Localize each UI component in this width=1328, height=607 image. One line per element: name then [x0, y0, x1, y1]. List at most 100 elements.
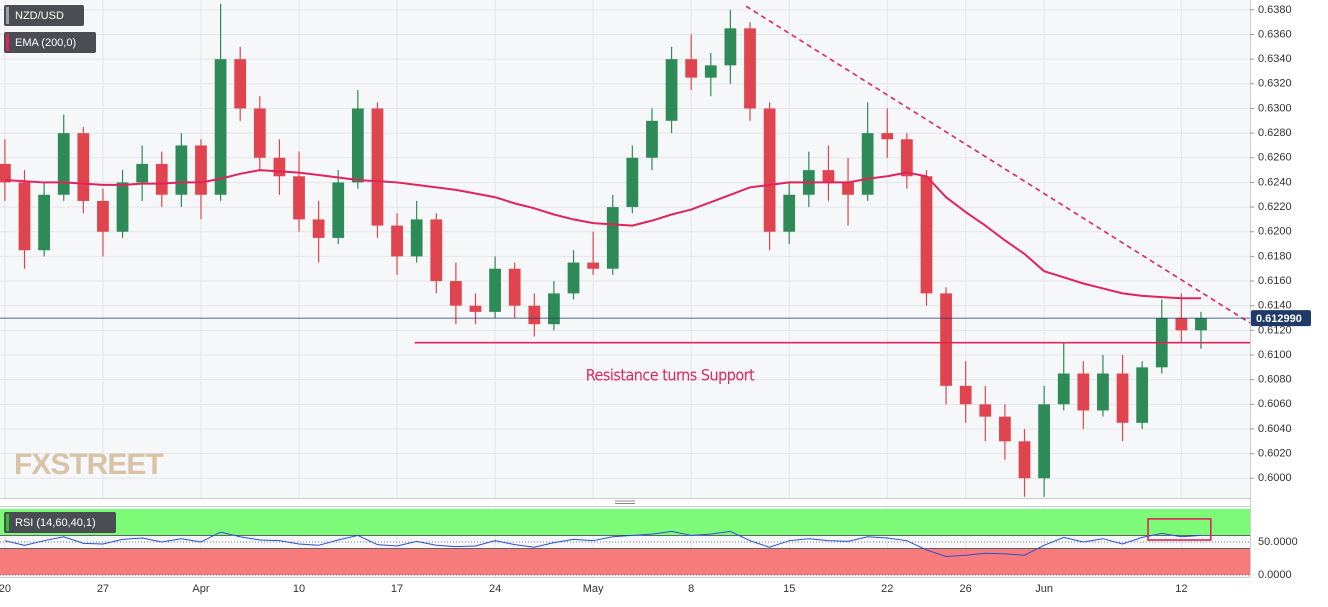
y-tick-label: 0.6200: [1258, 226, 1292, 238]
candle-body: [940, 293, 952, 386]
legend-label: EMA (200,0): [15, 37, 76, 49]
candle-body: [861, 133, 874, 195]
candle-body: [57, 133, 70, 195]
y-tick-label: 0.6320: [1258, 78, 1292, 90]
y-tick-label: 0.6300: [1258, 102, 1292, 114]
legend-box: [4, 5, 84, 26]
x-tick-label: 24: [489, 583, 501, 595]
y-tick-label: 50.0000: [1258, 536, 1298, 548]
candle-body: [822, 170, 835, 183]
legend-ema[interactable]: EMA (200,0): [4, 32, 96, 53]
y-tick-label: 0.6360: [1258, 28, 1292, 40]
candle-body: [508, 268, 521, 306]
candle-body: [97, 200, 109, 232]
x-tick-label: 20: [0, 583, 11, 595]
candle-body: [685, 59, 698, 78]
candle-body: [548, 293, 560, 325]
candle-body: [234, 59, 247, 109]
y-tick-label: 0.6160: [1258, 275, 1292, 287]
candle-body: [724, 28, 737, 66]
x-tick-label: Jun: [1035, 583, 1053, 595]
candle-body: [1038, 404, 1050, 479]
candle-body: [410, 219, 423, 257]
y-tick-label: 0.6060: [1258, 398, 1292, 410]
legend-rsi[interactable]: RSI (14,60,40,1): [4, 512, 116, 533]
candle-body: [587, 262, 600, 269]
y-tick-label: 0.6180: [1258, 250, 1292, 262]
candle-body: [900, 139, 913, 177]
candle-body: [391, 225, 403, 257]
x-tick-label: 10: [293, 583, 305, 595]
rsi-line: [4, 530, 1202, 558]
highlight-box: [1147, 518, 1212, 541]
y-tick-label: 0.6340: [1258, 53, 1292, 65]
y-tick-label: 0.6100: [1258, 349, 1292, 361]
legend-marker: [6, 514, 9, 531]
lower-zone: [0, 548, 1250, 575]
candle-body: [77, 133, 90, 201]
ema-line: [4, 169, 1201, 300]
candle-body: [450, 281, 462, 306]
candle-body: [979, 404, 992, 417]
legend-label: NZD/USD: [15, 10, 64, 22]
y-tick-label: 0.6120: [1258, 324, 1292, 336]
candle-body: [881, 133, 894, 140]
x-tick-label: 15: [783, 583, 795, 595]
legend-box: [4, 32, 96, 53]
candle-body: [646, 120, 658, 158]
x-tick-label: 26: [960, 583, 972, 595]
y-tick-label: 0.6000: [1258, 472, 1292, 484]
candle-body: [1136, 367, 1149, 423]
candle-body: [371, 108, 384, 226]
candle-body: [332, 182, 345, 238]
candle-body: [1057, 373, 1070, 405]
candle-body: [214, 59, 227, 195]
candle-body: [606, 207, 619, 269]
candle-body: [783, 194, 796, 232]
candle-body: [155, 163, 168, 195]
y-tick-label: 0.6280: [1258, 127, 1292, 139]
x-tick-label: 17: [391, 583, 403, 595]
y-tick-label: 0.6040: [1258, 423, 1292, 435]
legend-label: RSI (14,60,40,1): [15, 517, 96, 529]
candle-body: [0, 163, 11, 183]
x-tick-label: Apr: [192, 583, 209, 595]
candle-body: [1195, 318, 1207, 331]
legend-box: [4, 512, 116, 533]
candle-body: [1116, 373, 1129, 423]
upper-zone: [0, 509, 1250, 536]
candle-body: [116, 182, 129, 232]
candle-body: [999, 416, 1011, 442]
main-plot-background: [0, 0, 1250, 498]
y-tick-label: 0.6020: [1258, 448, 1292, 460]
candle-body: [18, 182, 31, 251]
candle-body: [920, 176, 933, 294]
panel-resize-handle[interactable]: [615, 500, 635, 504]
annotation: Resistance turns Support: [586, 366, 755, 385]
candle-body: [195, 145, 207, 195]
candle-body: [273, 157, 286, 177]
candle-body: [253, 108, 266, 158]
candle-body: [293, 176, 305, 220]
candle-body: [665, 59, 678, 121]
y-tick-label: 0.6260: [1258, 152, 1292, 164]
x-tick-label: 8: [688, 583, 694, 595]
legend-marker: [6, 34, 9, 51]
legend-symbol[interactable]: NZD/USD: [4, 5, 84, 26]
y-tick-label: 0.6220: [1258, 201, 1292, 213]
y-tick-label: 0.0000: [1258, 569, 1292, 581]
candle-body: [744, 28, 756, 109]
marks-layer: [0, 3, 1251, 558]
candle-body: [1175, 318, 1188, 331]
candle-body: [528, 305, 541, 325]
candle-body: [469, 305, 482, 312]
x-tick-label: May: [583, 583, 604, 595]
candle-body: [959, 385, 972, 405]
watermark: FXSTREET: [14, 448, 163, 481]
candle-body: [1097, 373, 1109, 411]
trend-line: [745, 5, 1251, 324]
candle-body: [763, 108, 776, 232]
candle-body: [1077, 373, 1090, 411]
candle-body: [175, 145, 188, 195]
